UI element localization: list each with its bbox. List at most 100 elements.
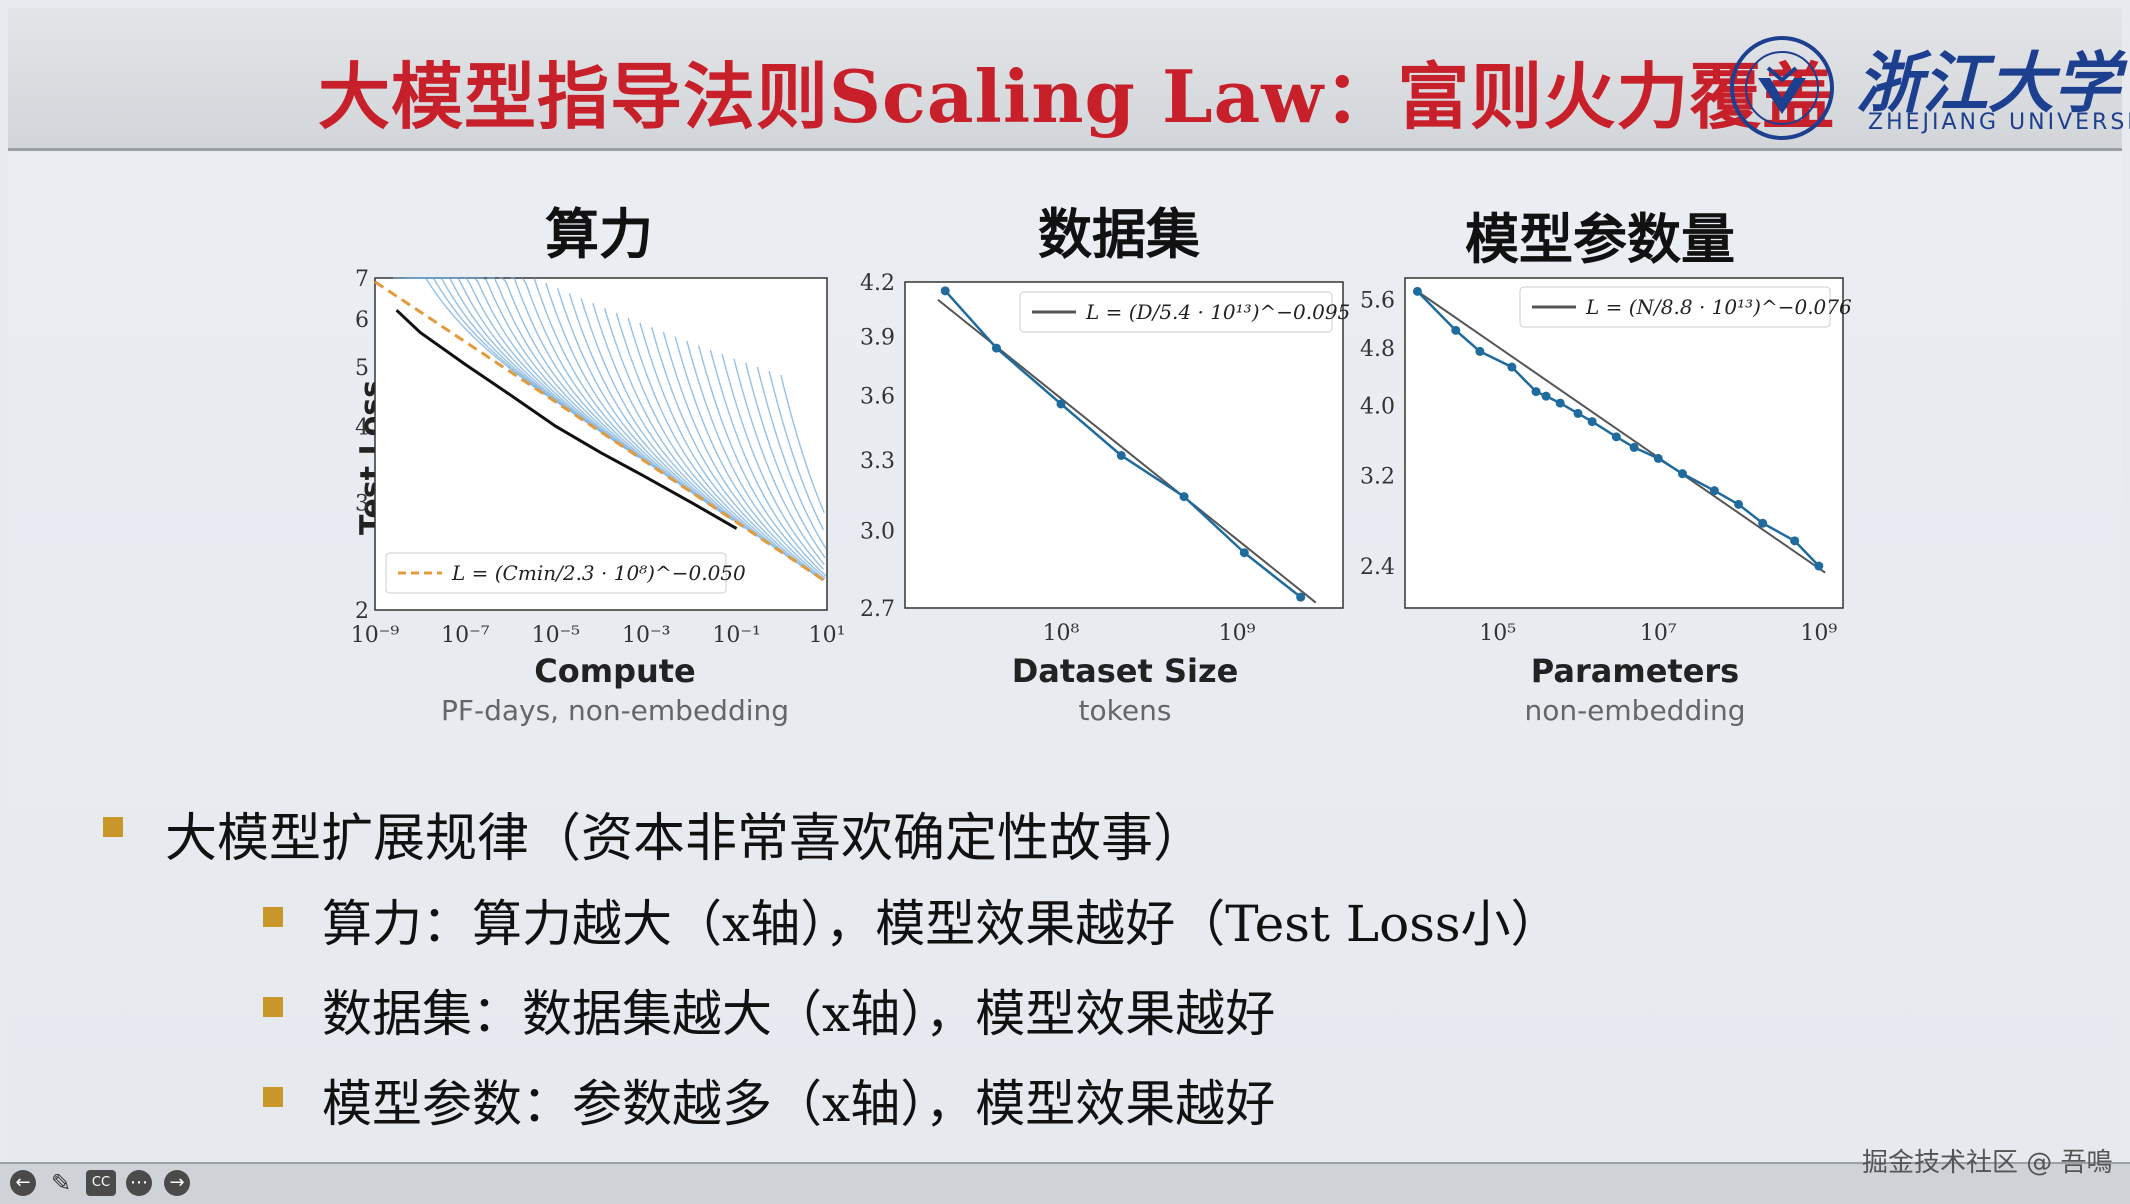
y-tick-label: 4.2 bbox=[860, 271, 895, 296]
prev-icon[interactable]: ← bbox=[10, 1170, 36, 1196]
x-tick-label: 10⁻⁵ bbox=[532, 623, 580, 648]
x-tick-label: 10⁻⁹ bbox=[351, 623, 400, 648]
y-tick-label: 3.9 bbox=[860, 326, 895, 351]
data-point bbox=[1814, 561, 1824, 571]
bullet-sub-1: 算力：算力越大（x轴），模型效果越好（Test Loss小） bbox=[322, 895, 1561, 953]
y-tick-label: 3.6 bbox=[860, 385, 895, 410]
data-point bbox=[1531, 387, 1541, 397]
x-tick-label: 10¹ bbox=[809, 623, 846, 648]
learning-curve bbox=[533, 277, 687, 490]
learning-curve bbox=[416, 277, 569, 412]
learning-curve bbox=[686, 340, 825, 581]
fit-line bbox=[374, 280, 828, 584]
data-point bbox=[1790, 536, 1800, 546]
y-tick-label: 3.3 bbox=[860, 449, 895, 474]
learning-curve bbox=[475, 277, 628, 451]
data-point bbox=[1507, 362, 1517, 372]
bullet-sub-2: 数据集：数据集越大（x轴），模型效果越好 bbox=[322, 985, 1276, 1043]
chart-3-title: 模型参数量 bbox=[1465, 207, 1735, 271]
data-point bbox=[1239, 548, 1249, 558]
data-point bbox=[940, 286, 950, 296]
y-tick-label: 3.0 bbox=[860, 519, 895, 544]
data-point bbox=[1587, 417, 1597, 427]
data-point bbox=[1677, 469, 1687, 479]
y-tick-label: 4.0 bbox=[1360, 394, 1395, 419]
legend-label: L = (N/8.8 · 10¹³)^−0.076 bbox=[1585, 295, 1852, 319]
watermark: 掘金技术社区 @ 吾鳴 bbox=[1862, 1148, 2113, 1178]
bullet-square-main bbox=[103, 817, 123, 837]
data-point bbox=[1056, 399, 1066, 409]
learning-curve bbox=[440, 277, 593, 427]
x-tick-label: 10⁻⁷ bbox=[441, 623, 490, 648]
legend-label: L = (Cmin/2.3 · 10⁸)^−0.050 bbox=[451, 561, 746, 585]
x-tick-label: 10⁻³ bbox=[622, 623, 670, 648]
logo-english: ZHEJIANG UNIVERSITY bbox=[1868, 110, 2130, 135]
learning-curve bbox=[428, 277, 581, 419]
data-point bbox=[1451, 325, 1461, 335]
data-point bbox=[1179, 492, 1189, 502]
legend-box bbox=[385, 552, 727, 594]
learning-curve bbox=[580, 298, 734, 522]
data-point bbox=[1296, 592, 1306, 602]
data-point bbox=[1541, 391, 1551, 401]
learning-curve bbox=[639, 322, 793, 561]
x-tick-label: 10⁸ bbox=[1043, 621, 1080, 646]
learning-curve bbox=[463, 277, 616, 443]
learning-curve bbox=[662, 331, 816, 576]
learning-curve bbox=[721, 354, 824, 570]
chart-dataset-size: 10⁸ 10⁹ 2.7 3.0 3.3 3.6 3.9 4.2 L = (D/5.4 · 10¹… bbox=[860, 271, 1350, 646]
learning-curve bbox=[603, 308, 757, 537]
pen-icon[interactable]: ✎ bbox=[50, 1169, 72, 1197]
cc-icon[interactable]: CC bbox=[86, 1170, 116, 1196]
learning-curve bbox=[615, 312, 769, 545]
slide-title: 大模型指导法则Scaling Law：富则火力覆盖 bbox=[318, 54, 1836, 139]
chart-3-xlabel: Parameters bbox=[1530, 652, 1740, 690]
x-tick-label: 10⁹ bbox=[1219, 621, 1256, 646]
bullet-sub-3: 模型参数：参数越多（x轴），模型效果越好 bbox=[322, 1075, 1276, 1133]
learning-curve bbox=[521, 277, 675, 482]
x-tick-label: 10⁵ bbox=[1479, 621, 1516, 646]
data-point bbox=[1734, 499, 1744, 509]
learning-curve bbox=[650, 327, 804, 569]
legend-label: L = (D/5.4 · 10¹³)^−0.095 bbox=[1085, 300, 1350, 324]
next-icon[interactable]: → bbox=[164, 1170, 190, 1196]
slide-header: 大模型指导法则Scaling Law：富则火力覆盖 浙江大学 ZHEJIANG … bbox=[8, 8, 2130, 151]
chart-1-title: 算力 bbox=[545, 202, 653, 266]
data-point bbox=[1629, 442, 1639, 452]
learning-curve bbox=[674, 336, 824, 582]
more-icon[interactable]: ⋯ bbox=[126, 1170, 152, 1196]
legend-box bbox=[1019, 291, 1333, 333]
learning-curve bbox=[556, 288, 710, 506]
learning-curve bbox=[697, 345, 826, 579]
chart-1-xlabel-sub: PF-days, non-embedding bbox=[440, 694, 790, 727]
chart-2-title: 数据集 bbox=[1038, 202, 1200, 266]
learning-curve bbox=[709, 349, 827, 577]
chart-compute: 10⁻⁹ 10⁻⁷ 10⁻⁵ 10⁻³ 10⁻¹ 10¹ 2 3 4 5 6 7 L = (Cmin/2… bbox=[351, 267, 846, 648]
data-point bbox=[1555, 398, 1565, 408]
bullet-square-1 bbox=[263, 907, 283, 927]
x-tick-label: 10⁷ bbox=[1640, 621, 1677, 646]
fit-line bbox=[937, 298, 1317, 604]
learning-curve bbox=[768, 370, 825, 531]
y-tick-label: 2 bbox=[355, 599, 369, 624]
y-tick-label: 7 bbox=[355, 267, 369, 292]
bullet-main: 大模型扩展规律（资本非常喜欢确定性故事） bbox=[165, 809, 1206, 869]
learning-curve bbox=[744, 362, 826, 559]
data-point bbox=[1709, 486, 1719, 496]
data-point bbox=[1573, 408, 1583, 418]
chart-2-xlabel-sub: tokens bbox=[1078, 694, 1172, 727]
legend-box bbox=[1519, 286, 1831, 328]
plot-area bbox=[904, 281, 1344, 609]
chart-3-xlabel-sub: non-embedding bbox=[1524, 694, 1746, 727]
bullet-square-2 bbox=[263, 997, 283, 1017]
learning-curve bbox=[733, 358, 825, 565]
y-tick-label: 3 bbox=[355, 492, 369, 517]
y-tick-label: 4.8 bbox=[1360, 337, 1395, 362]
y-tick-label: 2.7 bbox=[860, 597, 895, 622]
fit-line bbox=[1416, 290, 1826, 574]
learning-curve bbox=[780, 374, 825, 514]
y-tick-label: 6 bbox=[355, 308, 369, 333]
learning-curve bbox=[451, 277, 605, 435]
